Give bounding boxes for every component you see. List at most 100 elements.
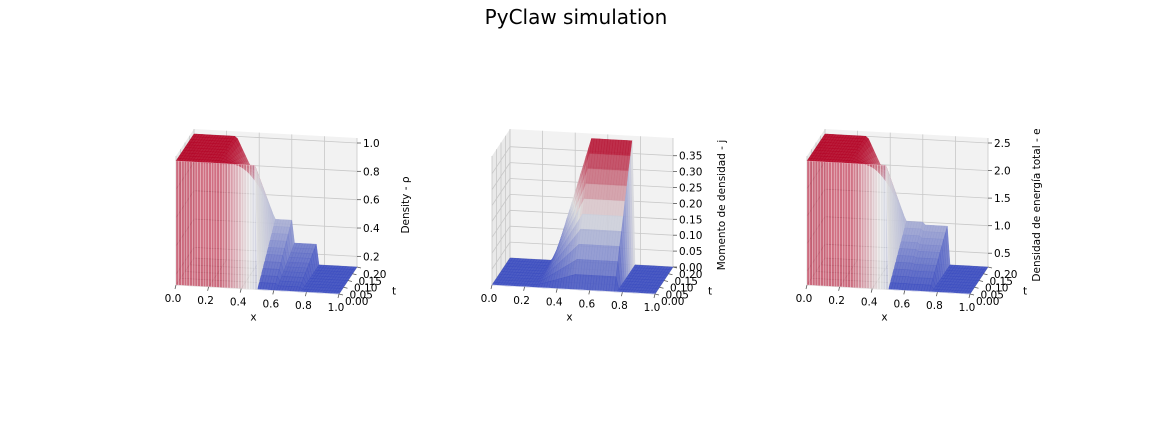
x-tick	[555, 288, 558, 293]
x-tick	[239, 288, 242, 293]
surface-patch	[806, 160, 810, 286]
x-tick-label: 0.2	[513, 295, 530, 307]
z-tick-label: 1.0	[363, 138, 380, 150]
z-tick-label: 0.35	[679, 151, 702, 163]
surface-patch	[251, 165, 255, 290]
t-tick	[356, 266, 362, 269]
t-tick-label: 0.00	[661, 296, 684, 308]
z-tick-label: 0.5	[994, 248, 1011, 260]
surface-patch	[243, 164, 247, 290]
surface-patch	[869, 164, 873, 289]
t-tick-label: 0.15	[675, 276, 698, 288]
x-axis-label: x	[250, 312, 256, 324]
surface-patch	[203, 162, 207, 287]
z-tick-label: 0.25	[679, 183, 702, 195]
t-tick	[654, 293, 660, 296]
surface-patch	[872, 164, 876, 289]
x-tick	[621, 292, 623, 297]
z-axis-label: Momento de densidad - j	[716, 140, 728, 270]
surface-patch	[874, 164, 878, 290]
surface-patch	[828, 162, 832, 287]
x-tick	[968, 293, 971, 299]
surface-patch	[200, 162, 204, 287]
z-tick-label: 0.8	[363, 166, 380, 178]
t-tick	[338, 293, 344, 296]
surface-patch	[839, 162, 843, 288]
t-tick-label: 0.10	[985, 283, 1008, 295]
t-axis-label: t	[708, 286, 712, 298]
z-tick-label: 2.5	[994, 138, 1011, 150]
t-tick	[983, 273, 988, 276]
surface-patch	[836, 162, 840, 287]
x-tick-label: 0.0	[165, 293, 182, 305]
t-tick	[969, 293, 975, 296]
surface-patch	[850, 163, 854, 288]
surface-patch	[831, 162, 835, 287]
x-tick	[870, 288, 873, 293]
t-axis-label: t	[392, 286, 396, 298]
t-tick-label: 0.10	[354, 283, 377, 295]
x-tick-label: 0.4	[546, 297, 563, 309]
x-tick-label: 0.8	[926, 300, 943, 312]
x-tick-label: 1.0	[959, 302, 976, 314]
surface-patch	[254, 165, 258, 290]
z-tick-label: 2.0	[994, 166, 1011, 178]
surface-patch	[866, 164, 870, 289]
x-tick	[523, 286, 525, 291]
x-tick	[838, 286, 840, 291]
surface-patch	[817, 161, 821, 286]
x-tick-label: 0.4	[230, 297, 247, 309]
surface-patch	[863, 163, 867, 289]
x-tick	[653, 293, 656, 299]
x-tick	[337, 293, 340, 299]
z-tick-label: 1.5	[994, 193, 1011, 205]
x-tick	[588, 290, 591, 295]
t-axis-label: t	[1023, 286, 1027, 298]
surface-patch	[227, 163, 231, 289]
surface-patch	[877, 164, 881, 290]
z-tick-label: 0.10	[679, 230, 702, 242]
surface-patch	[858, 163, 862, 289]
surface-patch	[197, 162, 201, 287]
surface-patch	[812, 161, 816, 286]
t-tick-label: 0.10	[670, 283, 693, 295]
surface-patch	[834, 162, 838, 287]
x-axis-label: x	[881, 312, 887, 324]
surface-patch	[224, 163, 228, 289]
x-tick	[903, 290, 906, 295]
x-tick	[805, 284, 808, 290]
chart-panel-3: 0.0 0.2 0.4 0.6 0.8 1.0 x 0.000.050.100.150.20 t…	[796, 128, 1043, 323]
surface-patch	[232, 163, 236, 289]
t-tick	[978, 280, 984, 282]
surface-patch	[842, 162, 846, 288]
x-tick-label: 0.0	[481, 293, 498, 305]
x-tick-label: 0.6	[893, 298, 910, 310]
z-tick-label: 0.00	[679, 262, 702, 274]
surface-patch	[855, 163, 859, 289]
surface-patch	[249, 164, 253, 290]
x-tick	[305, 292, 307, 297]
t-tick	[987, 266, 993, 269]
t-tick-label: 0.20	[363, 269, 386, 281]
x-tick-label: 0.8	[611, 300, 628, 312]
t-tick-label: 0.15	[359, 276, 382, 288]
x-tick	[174, 284, 177, 290]
surface-patch	[211, 162, 215, 288]
t-tick-label: 0.00	[345, 296, 368, 308]
x-tick-label: 0.0	[796, 293, 813, 305]
chart-panel-2: 0.0 0.2 0.4 0.6 0.8 1.0x0.000.050.100.150.20t…	[481, 129, 728, 324]
surface-patch	[814, 161, 819, 286]
t-tick	[974, 286, 979, 289]
surface-patch	[178, 160, 182, 286]
x-tick-label: 0.6	[578, 298, 595, 310]
x-tick-label: 1.0	[328, 302, 345, 314]
surface-patch	[184, 161, 188, 286]
surface-patch	[847, 163, 851, 288]
surface-patch	[219, 163, 223, 288]
x-tick	[490, 284, 493, 290]
surface-patch	[192, 161, 196, 287]
z-tick-label: 0.15	[679, 214, 702, 226]
t-tick-label: 0.20	[994, 269, 1017, 281]
z-tick-label: 0.30	[679, 167, 702, 179]
